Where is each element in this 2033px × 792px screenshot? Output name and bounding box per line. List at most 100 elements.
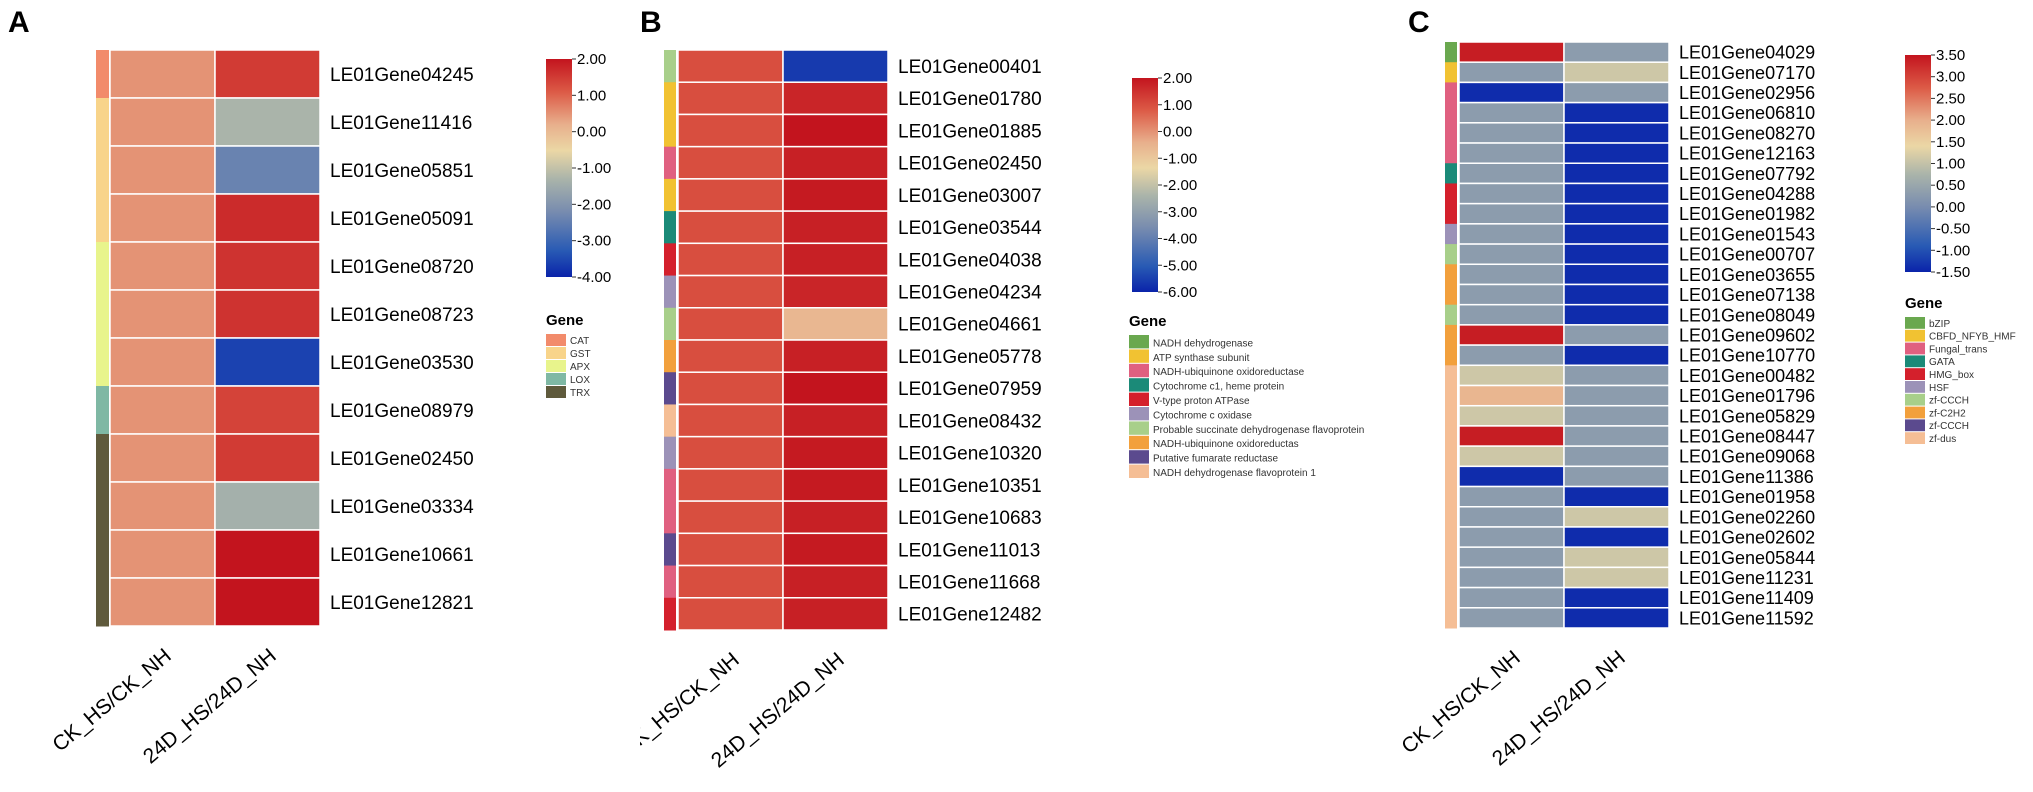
group-strip-cell xyxy=(1445,62,1457,83)
legend-swatch xyxy=(1129,335,1149,349)
heatmap-cell xyxy=(677,500,784,535)
group-strip-cell xyxy=(664,114,676,148)
heatmap-cell xyxy=(782,210,889,245)
group-strip-cell xyxy=(96,482,109,531)
group-strip-cell xyxy=(1445,304,1457,326)
row-label: LE01Gene11416 xyxy=(330,113,472,134)
heatmap-cell xyxy=(109,145,216,195)
heatmap-cell xyxy=(109,289,216,339)
group-strip-cell xyxy=(1445,324,1457,346)
heatmap-cell xyxy=(782,371,889,406)
group-strip-cell xyxy=(1445,567,1457,589)
heatmap-cell xyxy=(109,97,216,147)
group-strip-cell xyxy=(664,50,676,83)
heatmap-cell xyxy=(677,371,784,406)
legend-label: V-type proton ATPase xyxy=(1153,396,1250,407)
heatmap-cell xyxy=(677,274,784,309)
heatmap-cell xyxy=(214,97,321,147)
heatmap-cell xyxy=(782,242,889,277)
heatmap-cell xyxy=(1563,607,1670,629)
heatmap-cell xyxy=(214,481,321,531)
row-label: LE01Gene09068 xyxy=(1679,447,1815,467)
group-strip-cell xyxy=(96,578,109,627)
colorbar xyxy=(546,59,572,277)
heatmap-cell xyxy=(677,49,784,83)
group-strip-cell xyxy=(96,194,109,243)
heatmap-cell xyxy=(1458,101,1565,124)
legend-label: Probable succinate dehydrogenase flavopr… xyxy=(1153,425,1364,436)
row-label: LE01Gene11409 xyxy=(1679,588,1814,608)
heatmap-cell xyxy=(1458,122,1565,144)
colorbar xyxy=(1132,78,1158,292)
group-strip-cell xyxy=(664,307,676,341)
row-label: LE01Gene11592 xyxy=(1679,608,1814,628)
heatmap-cell xyxy=(1458,546,1565,569)
legend-label: GST xyxy=(570,349,591,360)
row-label: LE01Gene05778 xyxy=(898,347,1042,368)
row-label: LE01Gene08723 xyxy=(330,305,474,326)
legend-swatch xyxy=(1129,349,1149,363)
heatmap-cell xyxy=(677,597,784,631)
row-label: LE01Gene08720 xyxy=(330,257,474,278)
legend-label: zf-CCCH xyxy=(1929,396,1969,407)
row-label: LE01Gene10320 xyxy=(898,444,1042,465)
heatmap-cell xyxy=(1563,546,1670,569)
row-label: LE01Gene03655 xyxy=(1679,265,1815,285)
legend-label: zf-dus xyxy=(1929,434,1956,445)
colorbar-tick-label: 0.00 xyxy=(1936,199,1965,216)
group-strip-cell xyxy=(1445,223,1457,245)
row-label: LE01Gene09602 xyxy=(1679,325,1815,345)
heatmap-cell xyxy=(1563,81,1670,104)
row-label: LE01Gene02956 xyxy=(1679,83,1815,103)
heatmap-cell xyxy=(1458,303,1565,326)
row-label: LE01Gene01780 xyxy=(898,89,1042,110)
panel-b: B LE01Gene00401 LE01Gene01780 LE01Gene0188… xyxy=(640,0,1400,792)
heatmap-cell xyxy=(1458,61,1565,84)
colorbar-tick-label: -3.00 xyxy=(577,233,611,250)
row-label: LE01Gene05829 xyxy=(1679,406,1815,426)
group-strip-cell xyxy=(664,243,676,277)
heatmap-cell xyxy=(1563,485,1670,508)
row-label: LE01Gene07959 xyxy=(898,379,1042,400)
colorbar-tick-label: 0.50 xyxy=(1936,177,1965,194)
legend-swatch xyxy=(1129,464,1149,478)
heatmap-cell xyxy=(677,81,784,116)
legend-swatch xyxy=(546,386,566,398)
group-strip-cell xyxy=(1445,547,1457,568)
heatmap-cell xyxy=(782,597,889,631)
colorbar-tick-label: 0.00 xyxy=(1163,124,1192,141)
panel-label: A xyxy=(8,6,30,39)
row-label: LE01Gene02602 xyxy=(1679,528,1815,548)
heatmap-cell xyxy=(782,468,889,502)
heatmap-cell xyxy=(1563,223,1670,245)
group-strip-cell xyxy=(96,146,109,195)
row-label: LE01Gene08432 xyxy=(898,411,1042,432)
row-label: LE01Gene04234 xyxy=(898,283,1042,304)
colorbar-tick-label: 2.00 xyxy=(1163,70,1192,87)
group-strip-cell xyxy=(96,386,109,435)
heatmap-cell xyxy=(677,339,784,373)
row-label: LE01Gene06810 xyxy=(1679,103,1815,123)
row-label: LE01Gene11668 xyxy=(898,573,1040,594)
row-label: LE01Gene02450 xyxy=(898,154,1042,175)
row-label: LE01Gene01958 xyxy=(1679,487,1815,507)
heatmap-cell xyxy=(1458,263,1565,286)
heatmap-cell xyxy=(677,435,784,470)
row-label: LE01Gene10351 xyxy=(898,476,1042,497)
legend-title: Gene xyxy=(1905,295,1943,312)
colorbar-tick-label: 2.50 xyxy=(1936,90,1965,107)
heatmap-cell xyxy=(1458,142,1565,164)
row-label: LE01Gene01982 xyxy=(1679,204,1815,224)
row-label: LE01Gene01543 xyxy=(1679,224,1815,244)
panel-a: A LE01Gene04245 LE01Gene11416 LE01Gene0585… xyxy=(0,0,640,792)
heatmap-cell xyxy=(782,49,889,83)
heatmap-cell xyxy=(782,403,889,438)
heatmap-cell xyxy=(677,242,784,277)
heatmap-cell xyxy=(677,532,784,567)
heatmap-cell xyxy=(1458,506,1565,528)
legend-swatch xyxy=(1905,368,1925,380)
colorbar-tick-label: -5.00 xyxy=(1163,257,1197,274)
row-label: LE01Gene04029 xyxy=(1679,43,1815,63)
row-label: LE01Gene03544 xyxy=(898,218,1042,239)
group-strip-cell xyxy=(664,533,676,567)
